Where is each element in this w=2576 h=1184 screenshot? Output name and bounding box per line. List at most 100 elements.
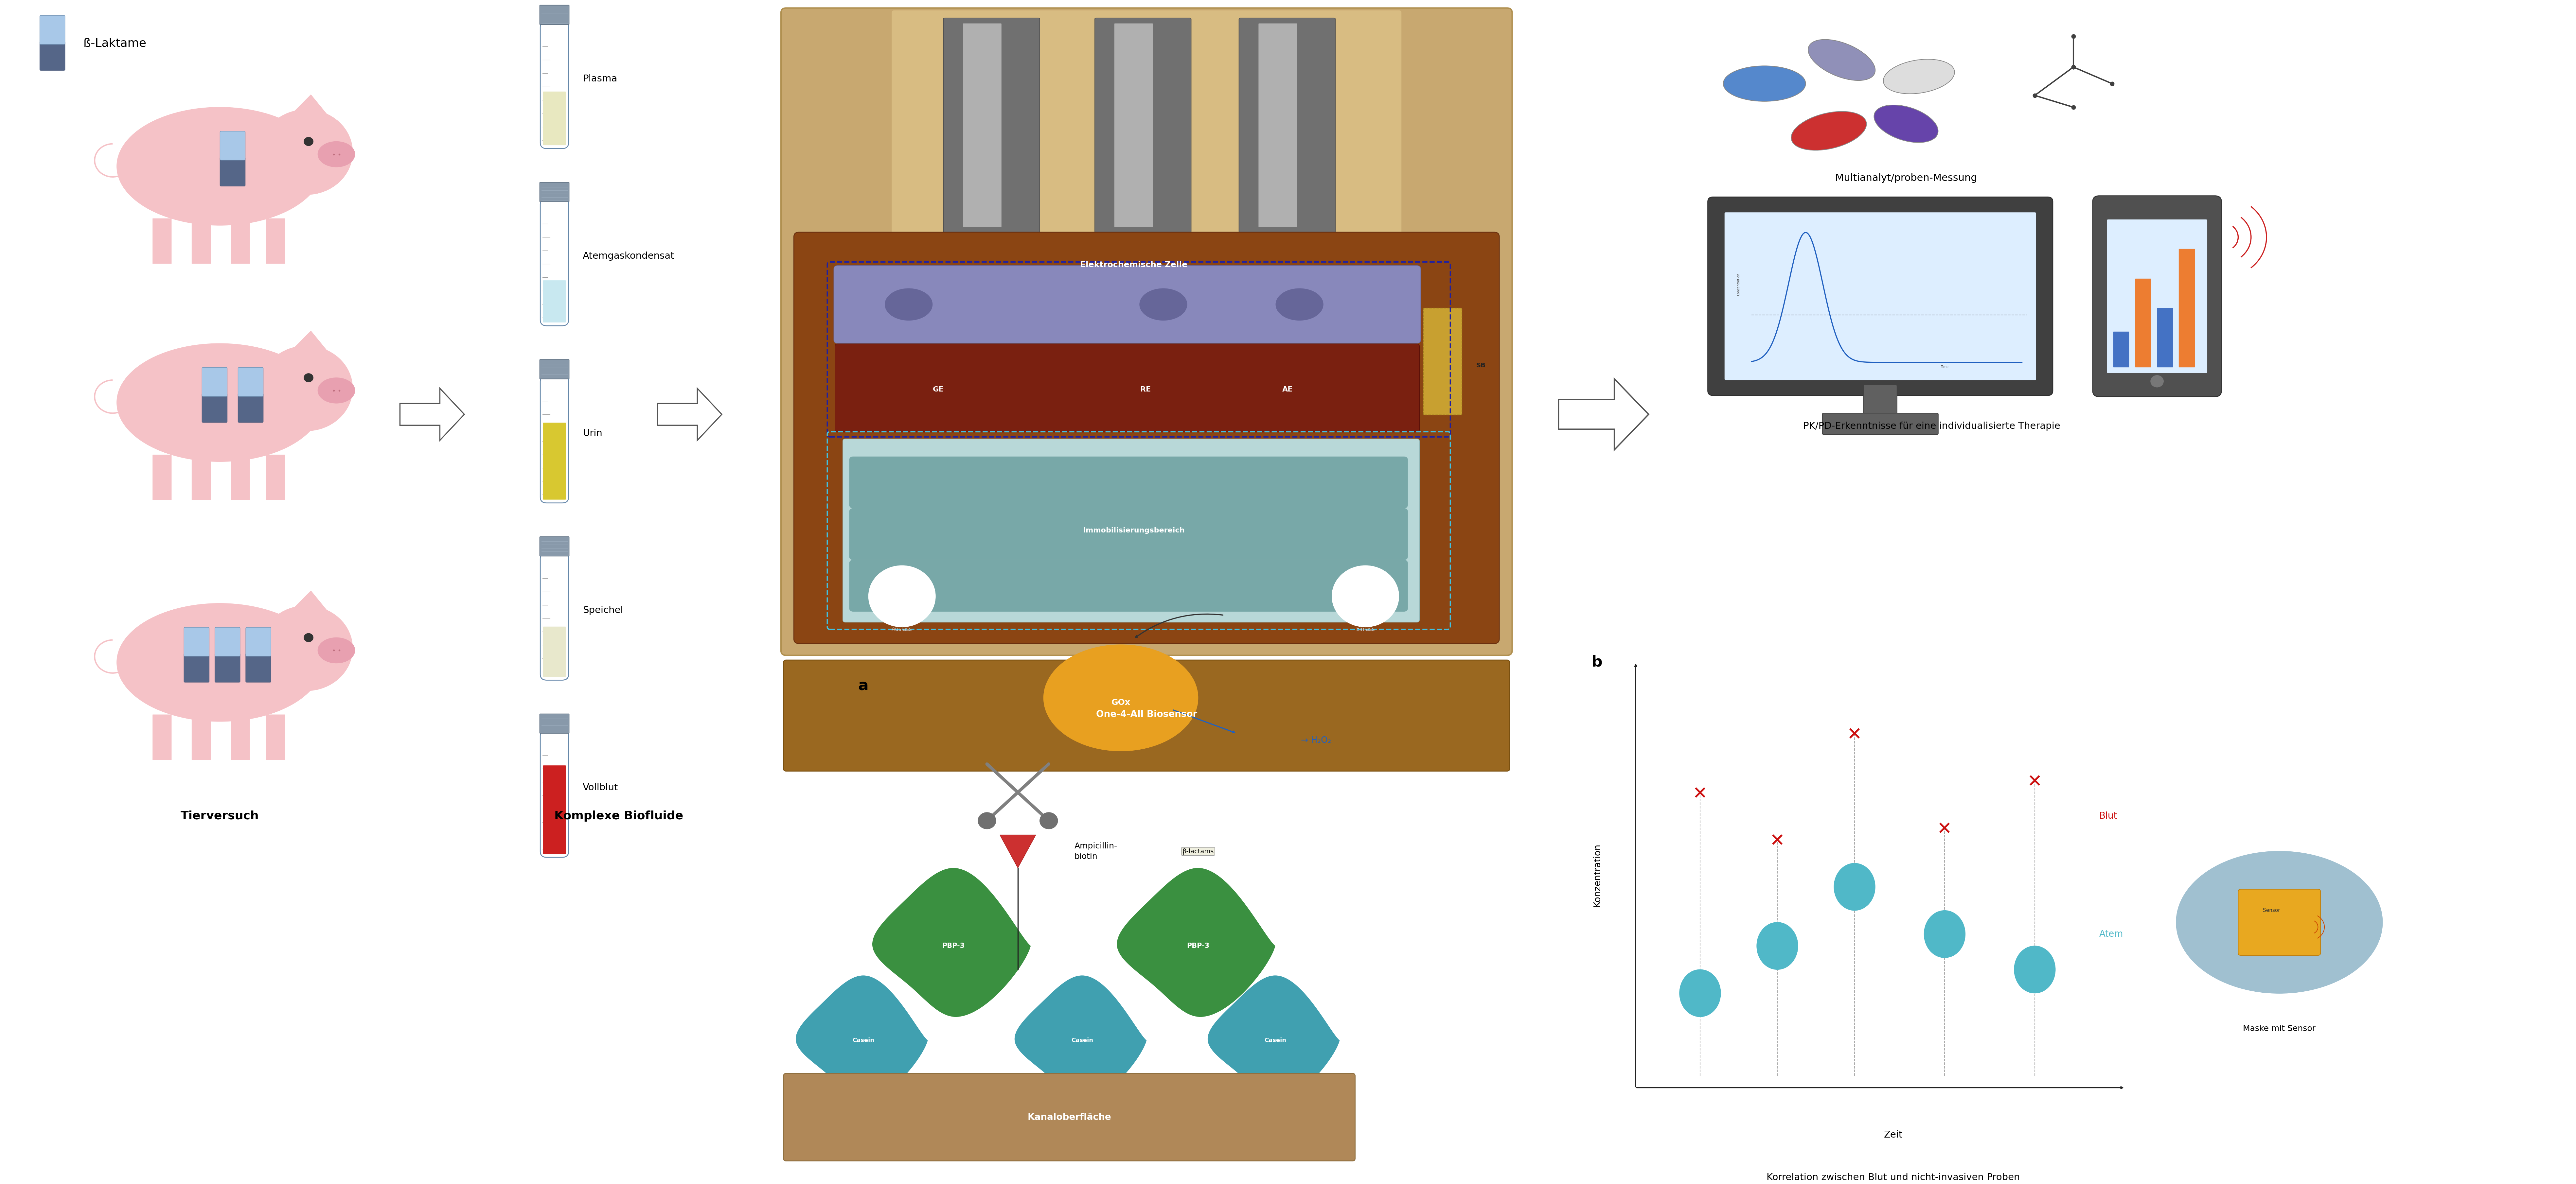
- Text: Vollblut: Vollblut: [582, 783, 618, 792]
- Text: Zeit: Zeit: [1883, 1131, 1901, 1139]
- FancyBboxPatch shape: [219, 157, 245, 186]
- Polygon shape: [289, 95, 332, 121]
- Text: Blut: Blut: [2099, 811, 2117, 821]
- FancyBboxPatch shape: [183, 628, 209, 656]
- Circle shape: [304, 137, 314, 146]
- Text: b: b: [1592, 655, 1602, 670]
- FancyBboxPatch shape: [1422, 308, 1461, 414]
- Polygon shape: [657, 388, 721, 440]
- Ellipse shape: [116, 604, 322, 721]
- Circle shape: [1041, 812, 1059, 829]
- Polygon shape: [873, 868, 1030, 1017]
- Text: Time: Time: [1940, 366, 1947, 368]
- FancyBboxPatch shape: [1095, 18, 1190, 232]
- FancyBboxPatch shape: [245, 654, 270, 682]
- Polygon shape: [1118, 868, 1275, 1017]
- Text: Korrelation zwischen Blut und nicht-invasiven Proben: Korrelation zwischen Blut und nicht-inva…: [1767, 1173, 2020, 1182]
- Circle shape: [1332, 566, 1399, 628]
- FancyBboxPatch shape: [943, 18, 1041, 232]
- FancyBboxPatch shape: [850, 457, 1406, 508]
- FancyBboxPatch shape: [191, 455, 211, 500]
- FancyBboxPatch shape: [541, 5, 569, 25]
- Text: a: a: [858, 678, 868, 694]
- Text: Komplexe Biofluide: Komplexe Biofluide: [554, 810, 683, 822]
- FancyBboxPatch shape: [541, 536, 569, 556]
- Text: GOx: GOx: [1110, 699, 1131, 707]
- Text: Immobilisierungsbereich: Immobilisierungsbereich: [1082, 527, 1185, 534]
- FancyBboxPatch shape: [191, 218, 211, 264]
- Text: Maske mit Sensor: Maske mit Sensor: [2244, 1024, 2316, 1032]
- Text: Casein: Casein: [1265, 1037, 1285, 1043]
- FancyBboxPatch shape: [842, 439, 1419, 623]
- FancyBboxPatch shape: [1239, 18, 1334, 232]
- FancyBboxPatch shape: [544, 91, 567, 146]
- FancyBboxPatch shape: [1708, 197, 2053, 395]
- Ellipse shape: [1924, 910, 1965, 958]
- FancyBboxPatch shape: [781, 8, 1512, 655]
- Polygon shape: [289, 332, 332, 356]
- Ellipse shape: [317, 638, 355, 663]
- FancyBboxPatch shape: [541, 714, 569, 733]
- FancyBboxPatch shape: [214, 654, 240, 682]
- FancyBboxPatch shape: [232, 218, 250, 264]
- FancyBboxPatch shape: [835, 265, 1419, 343]
- Circle shape: [260, 346, 353, 431]
- FancyBboxPatch shape: [152, 455, 173, 500]
- Ellipse shape: [116, 343, 322, 462]
- Circle shape: [2151, 375, 2164, 387]
- FancyBboxPatch shape: [783, 1074, 1355, 1160]
- FancyBboxPatch shape: [541, 731, 569, 857]
- Polygon shape: [289, 591, 332, 617]
- FancyBboxPatch shape: [2107, 219, 2208, 373]
- Text: AE: AE: [1283, 386, 1293, 393]
- FancyBboxPatch shape: [1115, 24, 1151, 227]
- Polygon shape: [399, 388, 464, 440]
- FancyBboxPatch shape: [544, 423, 567, 500]
- FancyBboxPatch shape: [891, 11, 1401, 238]
- Bar: [2112, 332, 2128, 367]
- FancyBboxPatch shape: [39, 15, 64, 44]
- FancyBboxPatch shape: [265, 218, 286, 264]
- FancyBboxPatch shape: [541, 199, 569, 326]
- FancyBboxPatch shape: [1862, 385, 1896, 420]
- Circle shape: [260, 606, 353, 690]
- Polygon shape: [1558, 379, 1649, 450]
- FancyBboxPatch shape: [850, 508, 1406, 560]
- FancyBboxPatch shape: [544, 626, 567, 677]
- FancyBboxPatch shape: [214, 628, 240, 656]
- Text: Atemgaskondensat: Atemgaskondensat: [582, 251, 675, 260]
- Text: Elektrochemische Zelle: Elektrochemische Zelle: [1079, 262, 1188, 269]
- FancyBboxPatch shape: [237, 367, 263, 397]
- FancyBboxPatch shape: [232, 455, 250, 500]
- Circle shape: [304, 633, 314, 642]
- Ellipse shape: [2177, 851, 2383, 993]
- Text: PK/PD-Erkenntnisse für eine individualisierte Therapie: PK/PD-Erkenntnisse für eine individualis…: [1803, 422, 2061, 431]
- Text: Urin: Urin: [582, 429, 603, 438]
- Ellipse shape: [1873, 105, 1937, 142]
- Polygon shape: [1015, 976, 1146, 1100]
- Polygon shape: [1208, 976, 1340, 1100]
- Ellipse shape: [1757, 922, 1798, 970]
- Bar: [2156, 308, 2172, 367]
- FancyBboxPatch shape: [237, 393, 263, 423]
- Text: PBP-3: PBP-3: [1188, 942, 1208, 950]
- Ellipse shape: [1883, 59, 1955, 94]
- Circle shape: [260, 110, 353, 194]
- FancyBboxPatch shape: [541, 553, 569, 680]
- FancyBboxPatch shape: [541, 360, 569, 379]
- Circle shape: [304, 373, 314, 382]
- Text: Auslass: Auslass: [891, 626, 912, 632]
- Text: Plasma: Plasma: [582, 75, 618, 83]
- Text: Glukose: Glukose: [1244, 594, 1280, 603]
- Ellipse shape: [1043, 645, 1198, 751]
- Polygon shape: [999, 835, 1036, 868]
- Text: Casein: Casein: [1072, 1037, 1092, 1043]
- FancyBboxPatch shape: [963, 24, 1002, 227]
- Text: RE: RE: [1141, 386, 1151, 393]
- Ellipse shape: [1680, 970, 1721, 1017]
- Text: Einlass: Einlass: [1355, 626, 1376, 632]
- Circle shape: [868, 566, 935, 628]
- Ellipse shape: [1723, 66, 1806, 102]
- FancyBboxPatch shape: [850, 560, 1406, 612]
- FancyBboxPatch shape: [201, 367, 227, 397]
